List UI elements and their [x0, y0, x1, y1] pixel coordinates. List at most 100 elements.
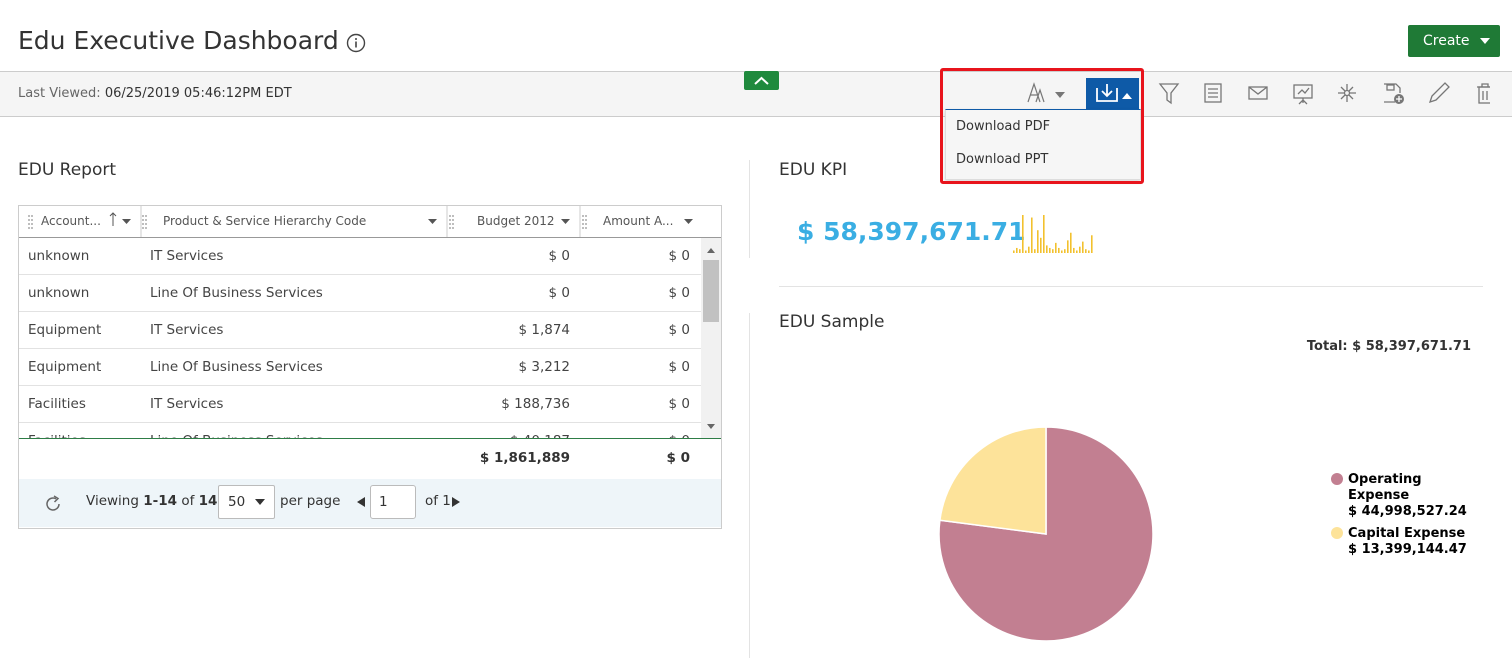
column-header: Budget 2012: [477, 214, 555, 228]
sparkline-bar: [1058, 247, 1060, 253]
sparkline-bar: [1064, 249, 1066, 253]
download-menu: Download PDF Download PPT: [945, 109, 1141, 180]
last-viewed: Last Viewed: 06/25/2019 05:46:12PM EDT: [18, 86, 292, 101]
collapse-tab[interactable]: [744, 71, 779, 90]
report-title: EDU Report: [18, 160, 117, 180]
legend-value: $ 13,399,144.47: [1348, 542, 1467, 557]
table-cell: Line Of Business Services: [150, 433, 323, 438]
prev-page[interactable]: [356, 496, 366, 508]
table-cell: $ 188,736: [501, 396, 570, 412]
sparkline-bar: [1091, 235, 1093, 253]
share-icon[interactable]: [1338, 84, 1356, 102]
sparkline-bar: [1031, 217, 1033, 253]
download-icon: [1096, 84, 1118, 102]
table-cell: Facilities: [28, 433, 86, 438]
sparkline-bar: [1073, 247, 1075, 253]
table-cell: $ 3,212: [518, 359, 570, 375]
toolbar-icons: [1027, 78, 1490, 109]
download-button[interactable]: [1086, 78, 1139, 109]
legend-label: Operating Expense: [1348, 472, 1422, 503]
divider: [749, 160, 750, 258]
schedule-icon[interactable]: [1204, 83, 1222, 103]
total-amount: $ 0: [666, 450, 691, 466]
table-cell: IT Services: [150, 396, 224, 412]
scrollbar[interactable]: [701, 238, 721, 438]
per-page-select[interactable]: 50: [218, 485, 275, 519]
of-pages: of 1: [425, 493, 451, 509]
kpi-value: $ 58,397,671.71: [797, 217, 1026, 246]
sparkline-bar: [1082, 241, 1084, 253]
create-label: Create: [1423, 33, 1470, 49]
legend-value: $ 44,998,527.24: [1348, 504, 1467, 519]
table-row: [19, 275, 701, 312]
table-header: [19, 206, 721, 238]
sparkline-bar: [1028, 246, 1030, 253]
table-cell: unknown: [28, 285, 90, 301]
edit-icon[interactable]: [1428, 82, 1450, 104]
download-ppt[interactable]: Download PPT: [956, 152, 1049, 167]
sparkline-bar: [1052, 249, 1054, 253]
chart-total: Total: $ 58,397,671.71: [1306, 339, 1471, 354]
create-button[interactable]: Create: [1408, 25, 1500, 57]
download-caret: [1122, 93, 1132, 99]
sparkline-bar: [1061, 250, 1063, 253]
header-icons: [28, 206, 693, 237]
viewing-label: Viewing: [86, 493, 139, 509]
sparkline-bar: [1079, 246, 1081, 253]
chart-title: EDU Sample: [779, 312, 885, 332]
viewing-of: of: [181, 493, 195, 509]
table-cell: $ 40,187: [380, 433, 570, 438]
sparkline-bar: [1037, 230, 1039, 253]
sparkline-bar: [1055, 242, 1057, 253]
table-cell: Line Of Business Services: [150, 359, 323, 375]
kpi-title: EDU KPI: [779, 160, 848, 180]
table-cell: $ 1,874: [518, 322, 570, 338]
table-row: [19, 312, 701, 349]
totals-divider: [19, 438, 721, 439]
column-header: Product & Service Hierarchy Code: [163, 214, 367, 228]
report-table: [18, 205, 722, 529]
font-size-icon[interactable]: [1027, 82, 1065, 103]
per-page-value: 50: [228, 494, 246, 510]
table-cell: $ 0: [548, 285, 570, 301]
table-cell: IT Services: [150, 322, 224, 338]
table-cell: $ 0: [668, 285, 690, 301]
table-cell: Line Of Business Services: [150, 285, 323, 301]
table-row: [19, 349, 701, 386]
table-row: [19, 386, 701, 423]
table-cell: Equipment: [28, 322, 102, 338]
table-cell: Facilities: [28, 396, 86, 412]
table-cell: IT Services: [150, 248, 224, 264]
refresh-icon[interactable]: [43, 494, 63, 514]
table-body: unknown IT Services $ 0 $ 0 unknown Line Of B…: [19, 238, 701, 438]
sparkline-bar: [1067, 240, 1069, 253]
sparkline-bar: [1034, 249, 1036, 253]
legend-swatch: [1331, 473, 1343, 485]
info-icon[interactable]: [346, 33, 366, 53]
page-value: 1: [379, 494, 388, 510]
next-page[interactable]: [451, 496, 461, 508]
sparkline-bar: [1040, 237, 1042, 253]
legend-swatch: [1331, 527, 1343, 539]
table-cell: $ 0: [668, 248, 690, 264]
sparkline-bar: [1049, 247, 1051, 253]
page-input[interactable]: 1: [370, 485, 416, 519]
divider: [749, 313, 750, 658]
download-pdf[interactable]: Download PDF: [956, 119, 1051, 134]
legend-label: Capital Expense: [1348, 526, 1465, 541]
table-row: [19, 238, 701, 275]
viewing-range: 1-14: [143, 493, 178, 509]
kpi-sparkline: [1013, 215, 1093, 253]
sparkline-bar: [1088, 250, 1090, 253]
sparkline-bar: [1019, 249, 1021, 253]
per-page-label: per page: [280, 493, 341, 509]
viewing-count: 14: [198, 493, 218, 509]
column-header: Account...: [41, 214, 101, 228]
sparkline-bar: [1076, 250, 1078, 253]
last-viewed-label: Last Viewed:: [18, 86, 101, 101]
filter-icon[interactable]: [1158, 83, 1180, 105]
save-as-icon[interactable]: [1384, 83, 1404, 104]
delete-icon[interactable]: [1477, 83, 1490, 104]
email-icon[interactable]: [1248, 86, 1268, 100]
